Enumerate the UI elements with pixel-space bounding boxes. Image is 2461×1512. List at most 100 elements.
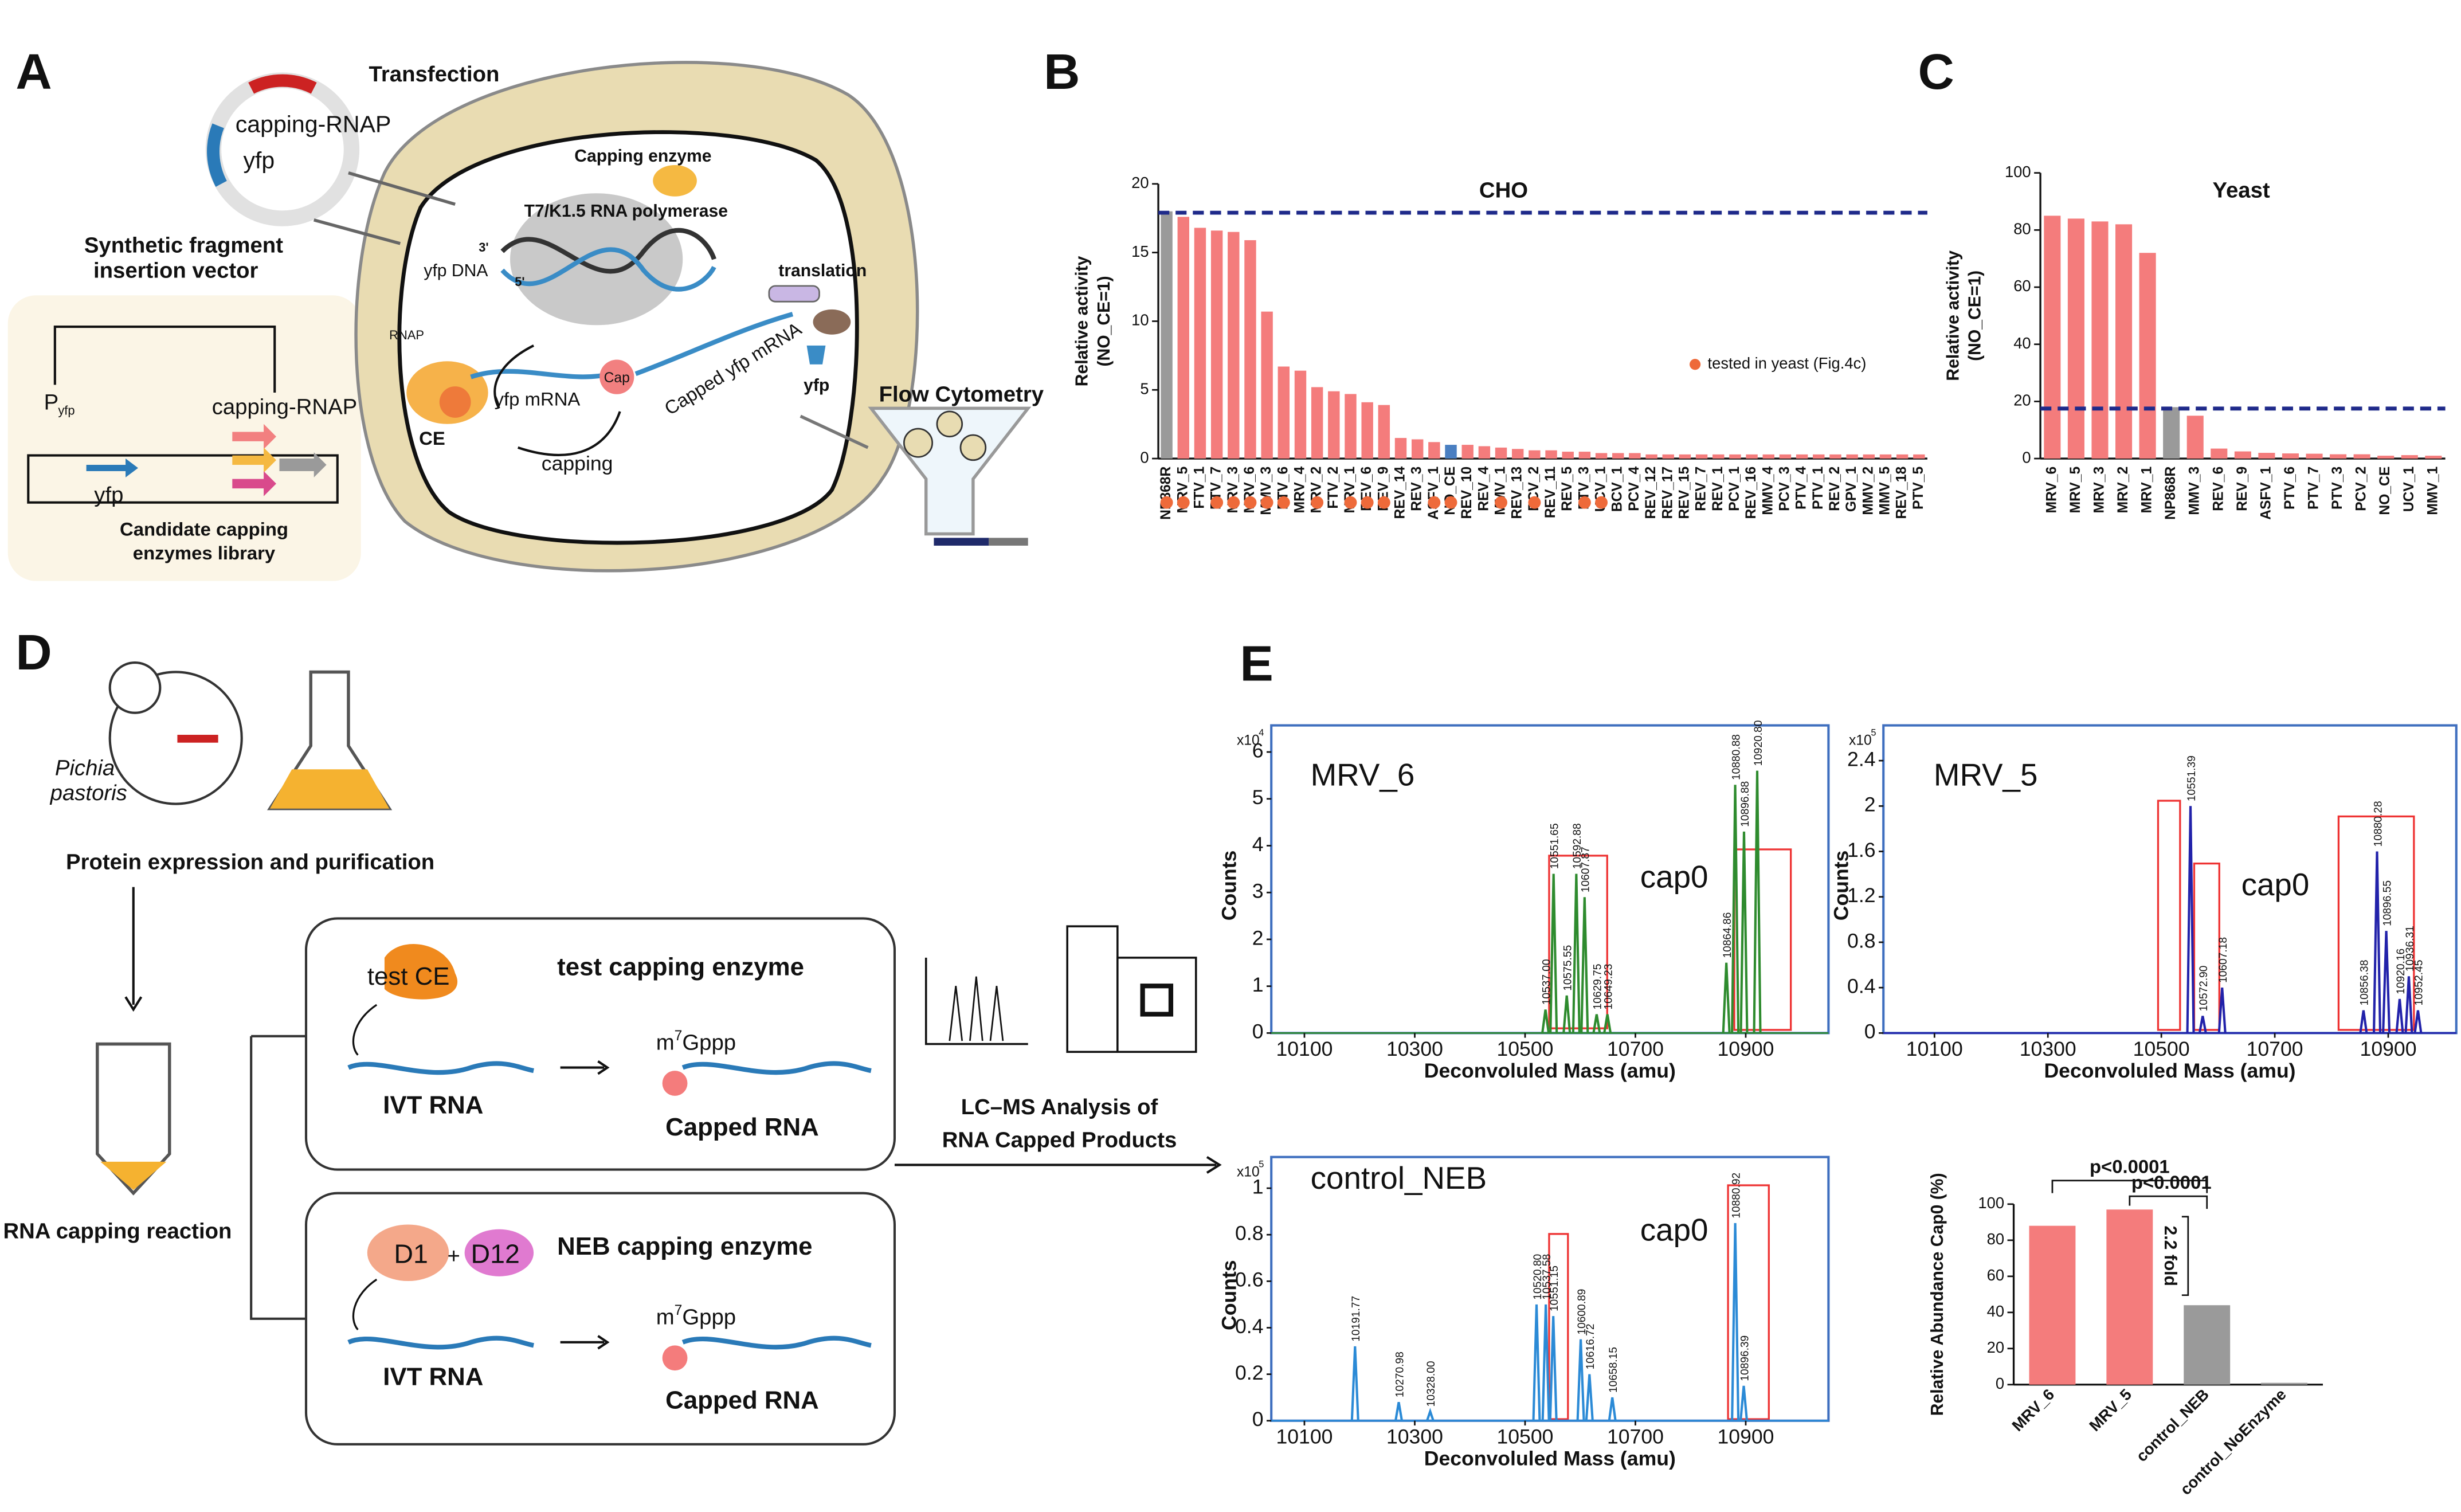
- label: Candidate capping: [120, 519, 288, 540]
- instrument-icon: [1140, 984, 1174, 1017]
- x-tick-label: 10900: [1718, 1037, 1774, 1060]
- peak: [1603, 1014, 1612, 1033]
- bar: [1478, 446, 1491, 459]
- bar: [1779, 454, 1792, 459]
- x-tick-label: MMV_5: [1877, 466, 1892, 515]
- x-tick-label: 10700: [1607, 1037, 1664, 1060]
- x-tick-label: BCV_1: [1610, 466, 1625, 512]
- scale-label: x10: [1237, 1165, 1260, 1180]
- arrow: [124, 996, 143, 1012]
- bar: [1345, 394, 1357, 459]
- tested-marker: [1428, 496, 1441, 509]
- y-tick-label: 4: [1252, 833, 1264, 856]
- peak: [2186, 806, 2195, 1033]
- panel-label: B: [1044, 44, 1080, 100]
- x-tick-label: PCV_4: [1627, 466, 1642, 511]
- x-tick-label: REV_16: [1743, 467, 1759, 519]
- bar: [2377, 456, 2395, 459]
- ribosome: [813, 309, 851, 335]
- annotation: cap0: [1640, 859, 1708, 894]
- label: Flow Cytometry: [879, 382, 1044, 407]
- peak-label: 10880.88: [1730, 734, 1742, 780]
- peak-label: 10864.86: [1722, 912, 1734, 958]
- bar: [1177, 217, 1189, 459]
- x-tick-label: NO_CE: [2377, 467, 2393, 515]
- bar: [2115, 224, 2133, 459]
- x-tick-label: REV_11: [1543, 466, 1558, 518]
- plasmid-gene: [207, 123, 227, 187]
- peak-label: 10600.89: [1576, 1289, 1588, 1335]
- label: Transfection: [369, 62, 500, 87]
- x-tick-label: REV_17: [1660, 467, 1675, 519]
- bar: [1261, 311, 1273, 459]
- instrument-icon: [1066, 925, 1119, 1053]
- x-tick-label: 10300: [1386, 1037, 1443, 1060]
- polymerase: [510, 193, 683, 326]
- x-tick-label: PTV_3: [2330, 467, 2345, 510]
- bar: [1361, 402, 1373, 459]
- x-tick-label: MMV_2: [1860, 467, 1876, 515]
- tested-marker: [1210, 496, 1224, 509]
- y-tick-label: 0: [2022, 448, 2031, 466]
- y-axis-label: Relative Abundance Cap0 (%): [1928, 1173, 1947, 1416]
- x-tick-label: 10300: [1386, 1425, 1443, 1448]
- peak-label: 10572.90: [2198, 966, 2210, 1012]
- bar: [2282, 453, 2299, 459]
- fold-label: 2.2 fold: [2161, 1226, 2180, 1286]
- y-tick-label: 0: [1252, 1020, 1264, 1043]
- peak-label: 10551.39: [2186, 755, 2198, 801]
- bar: [2306, 453, 2323, 459]
- tested-marker: [1311, 496, 1324, 509]
- bar: [2330, 454, 2347, 459]
- legend-marker: [1690, 359, 1701, 370]
- y-tick-label: 1.2: [1847, 884, 1875, 907]
- label: pastoris: [50, 781, 127, 805]
- bar: [1277, 366, 1290, 459]
- bar: [1913, 454, 1925, 459]
- tested-marker: [1528, 496, 1541, 509]
- y-tick-label: 40: [2013, 334, 2031, 352]
- label: RNAP: [389, 328, 424, 342]
- peak-label: 10658.15: [1608, 1347, 1620, 1393]
- connector: [313, 218, 401, 245]
- y-tick-label: 40: [1987, 1302, 2004, 1320]
- label: yfp: [243, 147, 275, 173]
- connector: [348, 171, 456, 206]
- y-tick-label: 10: [1131, 311, 1149, 329]
- x-tick-label: PCV_1: [1727, 466, 1742, 511]
- panel-label: C: [1918, 44, 1954, 100]
- legend-label: tested in yeast (Fig.4c): [1708, 354, 1867, 372]
- x-tick-label: REV_7: [1694, 467, 1709, 511]
- bar: [1244, 240, 1256, 459]
- cap0-box: [1548, 1233, 1569, 1420]
- peak-label: 10551.65: [1549, 823, 1561, 869]
- y-tick-label: 0.8: [1235, 1222, 1263, 1245]
- bar: [1378, 405, 1390, 459]
- x-tick-label: MRV_5: [2068, 466, 2083, 513]
- peak-label: 10537.58: [1541, 1254, 1553, 1300]
- x-tick-label: MRV_3: [2091, 467, 2107, 514]
- x-tick-label: 10500: [1496, 1425, 1553, 1448]
- bar: [1545, 450, 1557, 459]
- y-tick-label: 100: [1978, 1194, 2004, 1212]
- scale-exponent: 5: [1871, 728, 1876, 738]
- bar: [2401, 455, 2418, 459]
- x-tick-label: GPV_1: [1844, 466, 1859, 512]
- peak-label: 10896.88: [1739, 781, 1751, 827]
- x-tick-label: MRV_6: [2008, 1385, 2058, 1435]
- label: CE: [419, 428, 445, 449]
- label: Synthetic fragment: [84, 233, 283, 257]
- y-axis-label: Counts: [1217, 851, 1240, 921]
- bar: [1829, 454, 1841, 459]
- scale-label: x10: [1849, 733, 1872, 748]
- annotation: cap0: [2241, 867, 2310, 902]
- bar: [2139, 253, 2156, 459]
- x-tick-label: 10700: [1607, 1425, 1664, 1448]
- y-axis-label: Counts: [1217, 1260, 1240, 1330]
- tested-marker: [1160, 496, 1173, 509]
- panel-label: D: [15, 624, 52, 680]
- chart-title: Yeast: [2213, 178, 2270, 203]
- label: Capping enzyme: [574, 147, 711, 166]
- x-tick-label: control_NEB: [2133, 1385, 2212, 1465]
